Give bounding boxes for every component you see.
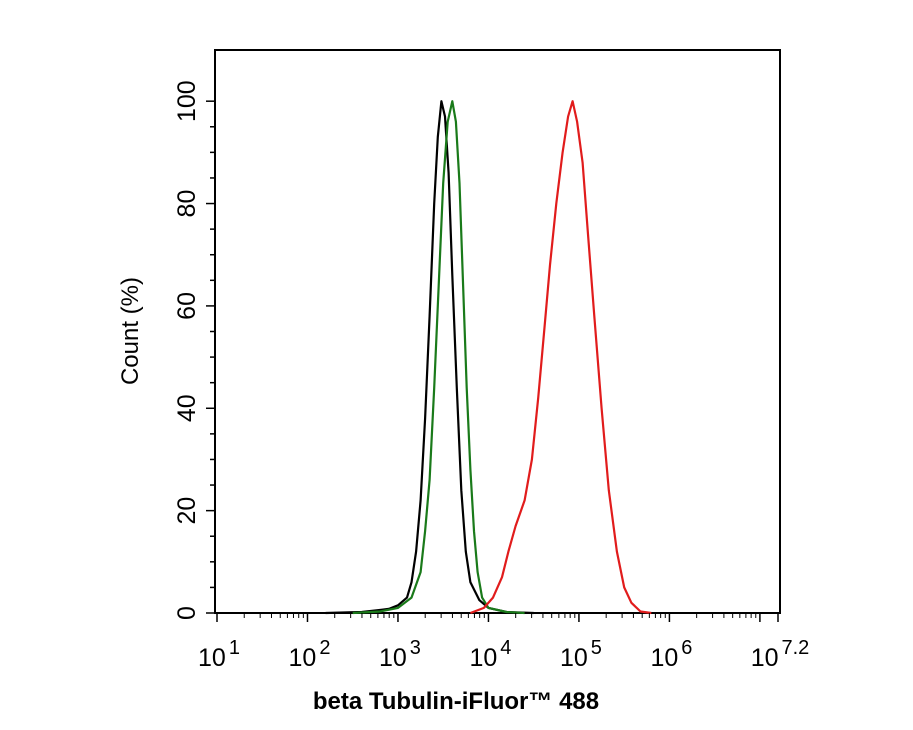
y-tick-label: 60 (173, 292, 201, 320)
x-tick-label: 10 4 (469, 637, 511, 672)
series-black-curve (325, 100, 534, 615)
x-axis: 10 1 10 2 10 3 10 4 10 5 10 6 10 7.2 (198, 613, 809, 672)
y-tick-label: 100 (173, 80, 201, 122)
x-axis-title: beta Tubulin-iFluor™ 488 (313, 688, 599, 715)
series-group (325, 100, 652, 615)
series-green-curve (352, 100, 525, 615)
x-tick-label: 10 1 (198, 637, 240, 672)
x-tick-label: 10 6 (650, 637, 692, 672)
x-tick-label: 10 5 (560, 637, 602, 672)
x-tick-label: 10 2 (289, 637, 331, 672)
x-tick-label: 10 3 (379, 637, 421, 672)
y-axis: 0 20 40 60 80 100 (173, 80, 215, 620)
y-axis-title: Count (%) (117, 277, 144, 385)
y-tick-label: 20 (173, 497, 201, 525)
plot-area (214, 49, 781, 614)
series-red-curve (470, 100, 652, 615)
y-tick-label: 0 (173, 606, 201, 620)
y-tick-label: 40 (173, 394, 201, 422)
x-tick-label: 10 7.2 (751, 637, 810, 672)
y-tick-label: 80 (173, 190, 201, 218)
